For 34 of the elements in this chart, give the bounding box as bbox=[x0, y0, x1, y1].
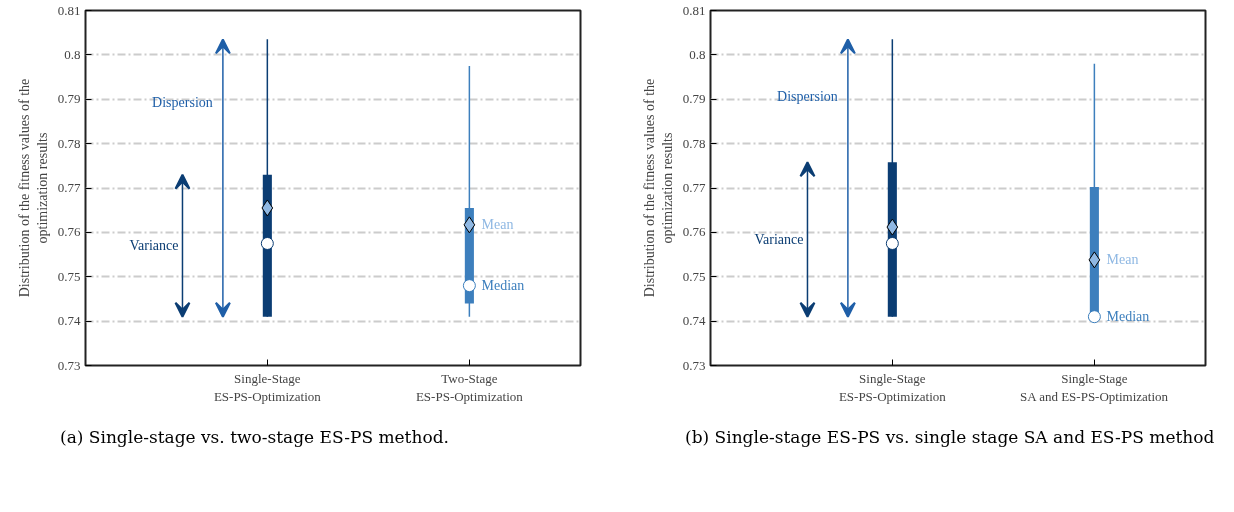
x-tick-label: Single-Stage ES-PS-Optimization bbox=[213, 370, 322, 404]
y-tick-label: 0.76 bbox=[57, 224, 81, 240]
y-tick-label: 0.79 bbox=[57, 91, 81, 107]
y-tick-label: 0.78 bbox=[682, 135, 706, 151]
text: (b) Single-stage ES-PS vs. single stage SA and ES-PS method bbox=[685, 426, 1215, 449]
y-tick-label: 0.75 bbox=[57, 268, 81, 284]
y-tick-label: 0.73 bbox=[682, 357, 706, 373]
text: (a) Single-stage vs. two-stage ES-PS method. bbox=[60, 426, 449, 449]
x-tick-label: Single-Stage SA and ES-PS-Optimization bbox=[1019, 370, 1169, 404]
annotation: Variance bbox=[129, 238, 179, 254]
annotation: Dispersion bbox=[777, 88, 838, 104]
y-tick-label: 0.8 bbox=[689, 46, 706, 62]
annotation: Dispersion bbox=[152, 95, 213, 111]
y-tick-label: 0.77 bbox=[57, 180, 81, 195]
y-tick-label: 0.74 bbox=[682, 313, 706, 329]
x-tick-label: Single-Stage ES-PS-Optimization bbox=[838, 370, 947, 404]
y-tick-label: 0.74 bbox=[57, 313, 81, 329]
y-tick-label: 0.76 bbox=[682, 224, 706, 240]
y-tick-label: 0.79 bbox=[682, 91, 706, 107]
y-tick-label: 0.81 bbox=[682, 2, 706, 18]
annotation: Median bbox=[481, 278, 525, 294]
y-axis-title: Distribution of the fitness values of the optimization results bbox=[16, 78, 50, 298]
y-tick-label: 0.8 bbox=[64, 46, 81, 62]
y-axis-title: Distribution of the fitness values of the optimization results bbox=[641, 78, 675, 298]
y-tick-label: 0.77 bbox=[682, 180, 706, 195]
annotation: Mean bbox=[1106, 252, 1139, 268]
annotation: Variance bbox=[754, 231, 804, 247]
annotation: Mean bbox=[481, 217, 514, 233]
annotation: Median bbox=[1106, 309, 1150, 325]
y-tick-label: 0.75 bbox=[682, 268, 706, 284]
y-tick-label: 0.81 bbox=[57, 2, 81, 18]
y-tick-label: 0.73 bbox=[57, 357, 81, 373]
y-tick-label: 0.78 bbox=[57, 135, 81, 151]
x-tick-label: Two-Stage ES-PS-Optimization bbox=[415, 370, 524, 404]
